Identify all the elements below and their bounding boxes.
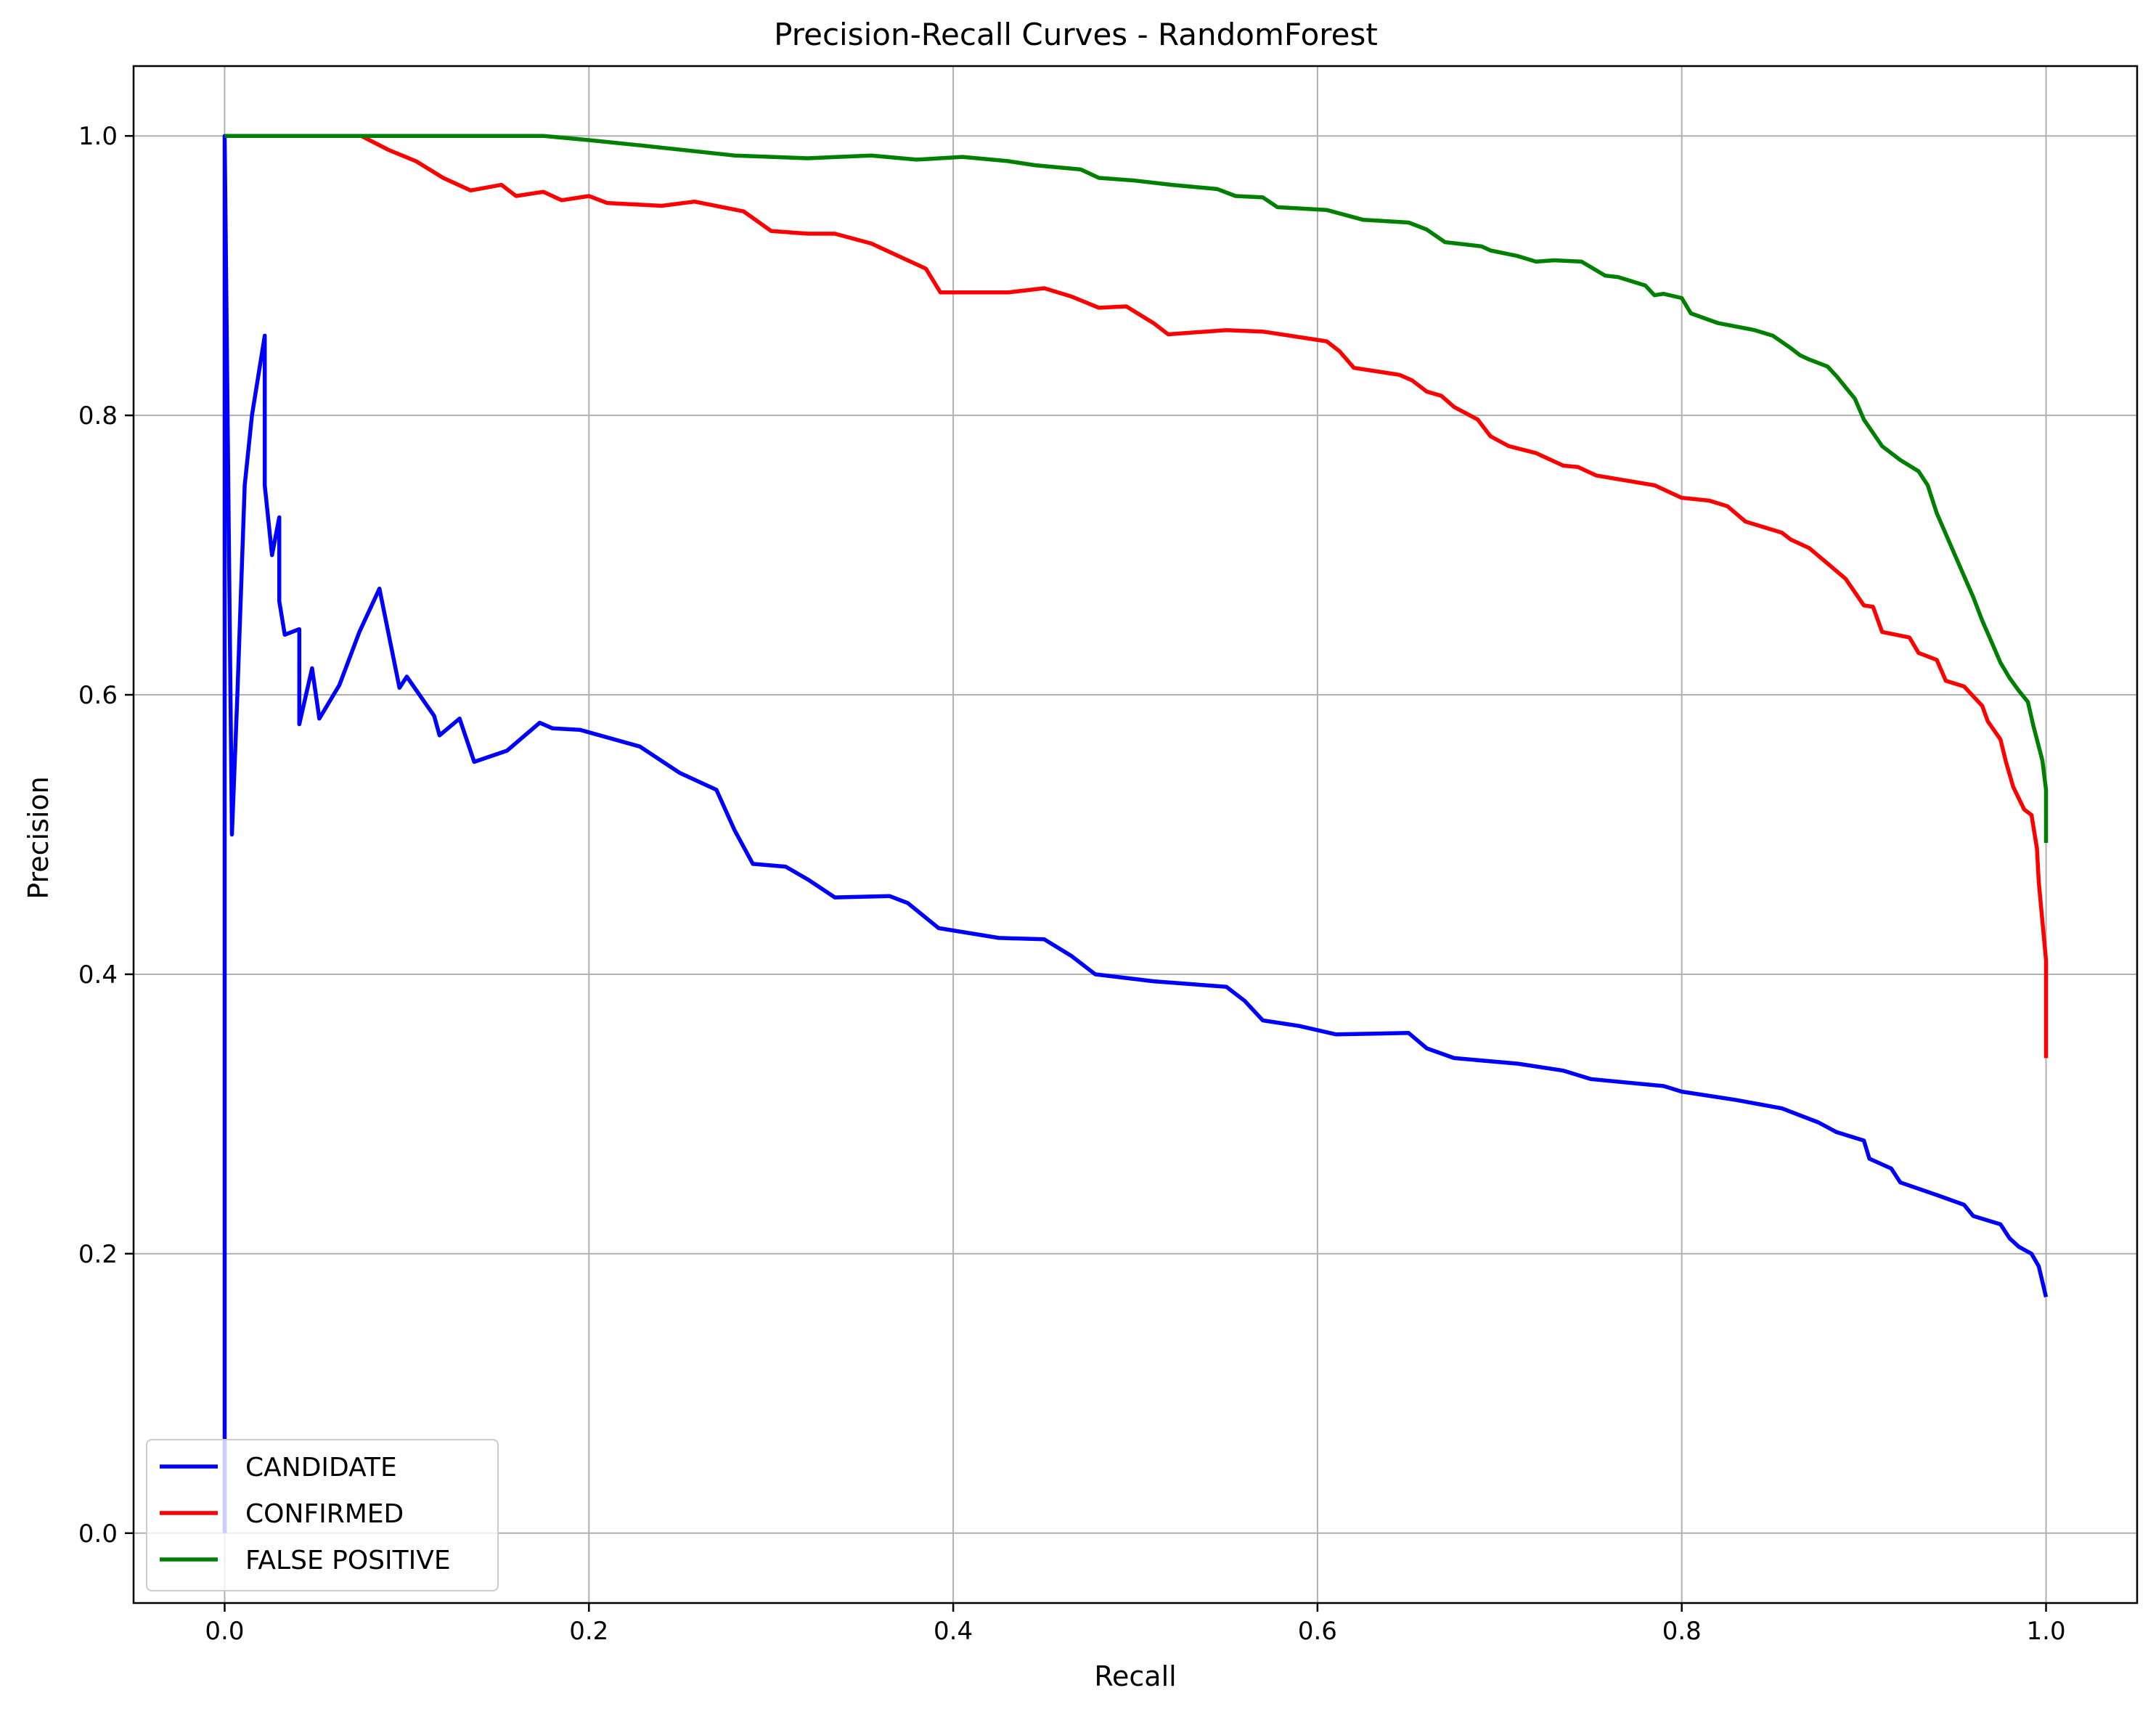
- x-tick-label: 0.0: [205, 1617, 244, 1646]
- x-tick-label: 0.4: [934, 1617, 973, 1646]
- series-line-candidate: [222, 134, 2049, 1533]
- x-axis-label: Recall: [1094, 1660, 1176, 1692]
- y-tick-label: 0.6: [78, 681, 118, 710]
- x-axis-ticks: 0.0 0.2 0.4 0.6 0.8 1.0: [205, 1603, 2066, 1646]
- x-tick-label: 0.8: [1662, 1617, 1702, 1646]
- legend-label-confirmed: CONFIRMED: [245, 1499, 404, 1529]
- x-tick-label: 0.2: [569, 1617, 608, 1646]
- series-line-confirmed: [224, 134, 2049, 1059]
- y-axis-label: Precision: [23, 776, 54, 900]
- series-line-false-positive: [224, 134, 2049, 843]
- y-tick-label: 0.0: [78, 1520, 118, 1549]
- y-axis-ticks: 0.0 0.2 0.4 0.6 0.8 1.0: [78, 122, 134, 1549]
- plot-series: [222, 134, 2049, 1533]
- y-tick-label: 0.4: [78, 961, 118, 990]
- y-tick-label: 0.2: [78, 1240, 118, 1269]
- grid-lines: [134, 66, 2137, 1603]
- x-tick-label: 1.0: [2027, 1617, 2066, 1646]
- legend-label-false-positive: FALSE POSITIVE: [245, 1546, 451, 1575]
- x-tick-label: 0.6: [1298, 1617, 1337, 1646]
- y-tick-label: 1.0: [78, 122, 118, 151]
- y-tick-label: 0.8: [78, 401, 118, 431]
- legend-box: [146, 1439, 499, 1591]
- legend: CANDIDATE CONFIRMED FALSE POSITIVE: [146, 1439, 499, 1591]
- plot-frame: [132, 65, 2139, 1604]
- chart-title: Precision-Recall Curves - RandomForest: [774, 17, 1378, 52]
- legend-label-candidate: CANDIDATE: [245, 1453, 397, 1483]
- legend-items: CANDIDATE CONFIRMED FALSE POSITIVE: [160, 1453, 451, 1575]
